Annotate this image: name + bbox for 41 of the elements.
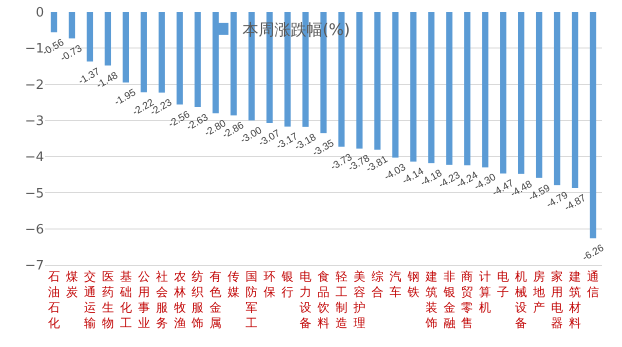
x-tick-label: 有色金属	[210, 269, 222, 330]
y-tick-label: −4	[24, 150, 44, 166]
x-tick-label: 商贸零售	[461, 269, 474, 330]
x-tick-label: 通信	[587, 269, 600, 299]
x-tick-label: 房地产	[532, 269, 546, 315]
data-label: -6.26	[580, 242, 606, 264]
y-tick-label: −3	[24, 114, 44, 129]
x-tick-label: 综合	[371, 269, 384, 299]
x-tick-label: 石油石化	[48, 269, 60, 330]
x-tick-label: 基础化工	[118, 269, 132, 330]
x-tick-label: 汽车	[389, 269, 402, 299]
x-tick-label: 美容护理	[352, 269, 366, 330]
x-tick-label: 电子	[497, 269, 510, 299]
y-tick-label: −1	[24, 42, 44, 57]
x-tick-label: 交通运输	[84, 269, 96, 330]
x-tick-label: 环保	[264, 269, 276, 299]
y-tick-label: 0	[36, 6, 44, 21]
y-tick-label: −7	[24, 258, 44, 274]
x-tick-label: 煤炭	[66, 269, 78, 299]
x-tick-label: 机械设备	[515, 269, 528, 330]
x-tick-label: 医药生物	[102, 269, 114, 330]
x-tick-label: 钢铁	[406, 269, 420, 299]
x-tick-label: 农林牧渔	[172, 269, 186, 330]
x-tick-label: 食品饮料	[316, 269, 330, 330]
x-tick-label: 非银金融	[442, 269, 456, 330]
y-tick-label: −6	[24, 222, 44, 238]
x-tick-label: 社会服务	[156, 269, 168, 330]
x-tick-label: 银行	[280, 269, 294, 299]
y-tick-label: −2	[24, 78, 44, 93]
x-tick-label: 建筑装饰	[424, 269, 438, 330]
x-tick-label: 建筑材料	[568, 269, 582, 330]
x-tick-label: 国防军工	[246, 269, 258, 330]
x-tick-label: 公用事业	[138, 269, 150, 330]
data-label: -1.48	[94, 70, 120, 92]
x-tick-label: 家用电器	[551, 269, 564, 330]
x-tick-label: 轻工制造	[335, 269, 348, 330]
x-tick-label: 计算机	[479, 269, 492, 315]
x-tick-label: 电力设备	[300, 269, 312, 330]
x-tick-label: 传媒	[228, 269, 240, 299]
x-tick-label: 纺织服饰	[190, 269, 204, 330]
y-tick-label: −5	[24, 186, 44, 202]
